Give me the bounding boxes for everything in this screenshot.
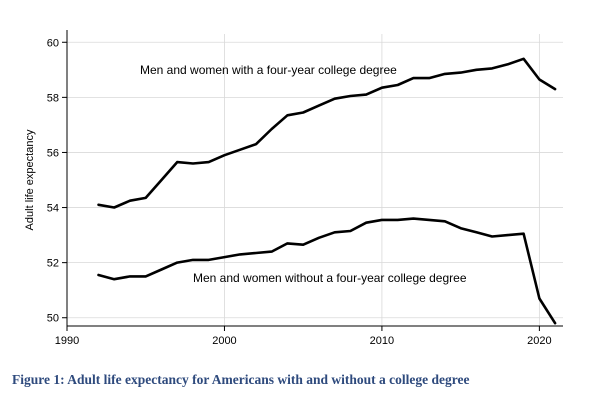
y-axis-label: Adult life expectancy: [24, 129, 36, 230]
axes: 50 52 54 56 58 60 1990 2000 2010 2020 Adult life e…: [24, 30, 563, 347]
x-tick-label: 2010: [370, 335, 394, 347]
series-label-without-degree: Men and women without a four-year colleg…: [193, 271, 467, 285]
series-line-without-degree: [97, 217, 557, 325]
y-tick-label: 54: [47, 203, 59, 215]
x-tick-label: 2020: [527, 335, 551, 347]
x-tick-label: 1990: [55, 335, 79, 347]
series-lines: [97, 57, 557, 325]
y-tick-label: 56: [47, 147, 59, 159]
y-tick-label: 60: [47, 37, 59, 49]
series-label-with-degree: Men and women with a four-year college d…: [140, 63, 397, 77]
figure-caption: Figure 1: Adult life expectancy for Amer…: [12, 372, 470, 387]
series-line-with-degree: [97, 57, 557, 209]
y-tick-label: 50: [47, 313, 59, 325]
y-tick-label: 58: [47, 92, 59, 104]
x-tick-label: 2000: [212, 335, 236, 347]
gridlines: [66, 34, 563, 326]
y-tick-label: 52: [47, 258, 59, 270]
life-expectancy-chart: 50 52 54 56 58 60 1990 2000 2010 2020 Adult life e…: [24, 30, 563, 347]
labels: Men and women with a four-year college d…: [140, 63, 467, 285]
